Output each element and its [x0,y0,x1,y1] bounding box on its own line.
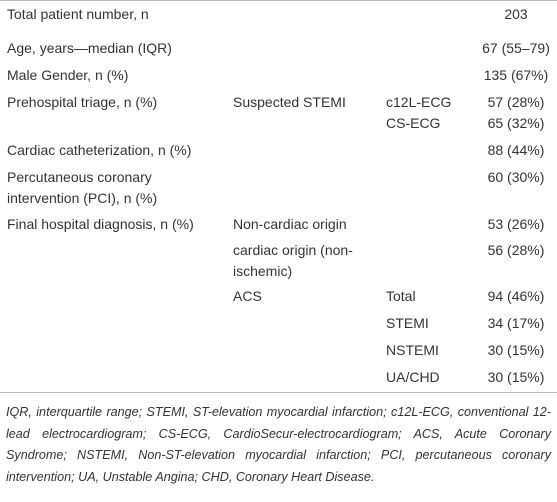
value-cell: 53 (26%) [487,216,545,232]
label-cell: STEMI [386,315,429,331]
value-cell: 34 (17%) [487,315,545,331]
top-rule [0,0,557,1]
value-cell: 135 (67%) [483,67,549,83]
label-cell: UA/CHD [386,369,440,385]
value-cell: 30 (15%) [487,342,545,358]
footnote: IQR, interquartile range; STEMI, ST-elev… [6,405,551,484]
label-cell: Prehospital triage, n (%) [7,94,158,110]
label-cell: Non-cardiac origin [233,216,347,232]
bottom-rule [0,392,557,393]
label-cell: Male Gender, n (%) [7,67,129,83]
value-cell: 67 (55–79) [482,40,550,56]
value-cell: 56 (28%) [487,242,545,258]
value-cell: 65 (32%) [487,115,545,131]
label-cell: c12L-ECG [386,94,452,110]
label-cell: Percutaneous coronary intervention (PCI)… [7,169,158,206]
label-cell: NSTEMI [386,342,439,358]
value-cell: 94 (46%) [487,288,545,304]
value-cell: 203 [504,6,528,22]
label-cell: Age, years—median (IQR) [7,40,172,56]
label-cell: CS-ECG [386,115,441,131]
value-cell: 57 (28%) [487,94,545,110]
value-cell: 88 (44%) [487,142,545,158]
label-cell: Cardiac catheterization, n (%) [7,142,192,158]
label-cell: cardiac origin (non-ischemic) [233,242,353,279]
label-cell: Total [386,288,416,304]
value-cell: 60 (30%) [487,169,545,185]
label-cell: Total patient number, n [7,6,149,22]
label-cell: Suspected STEMI [233,94,346,110]
value-cell: 30 (15%) [487,369,545,385]
label-cell: Final hospital diagnosis, n (%) [7,216,194,232]
label-cell: ACS [233,288,262,304]
